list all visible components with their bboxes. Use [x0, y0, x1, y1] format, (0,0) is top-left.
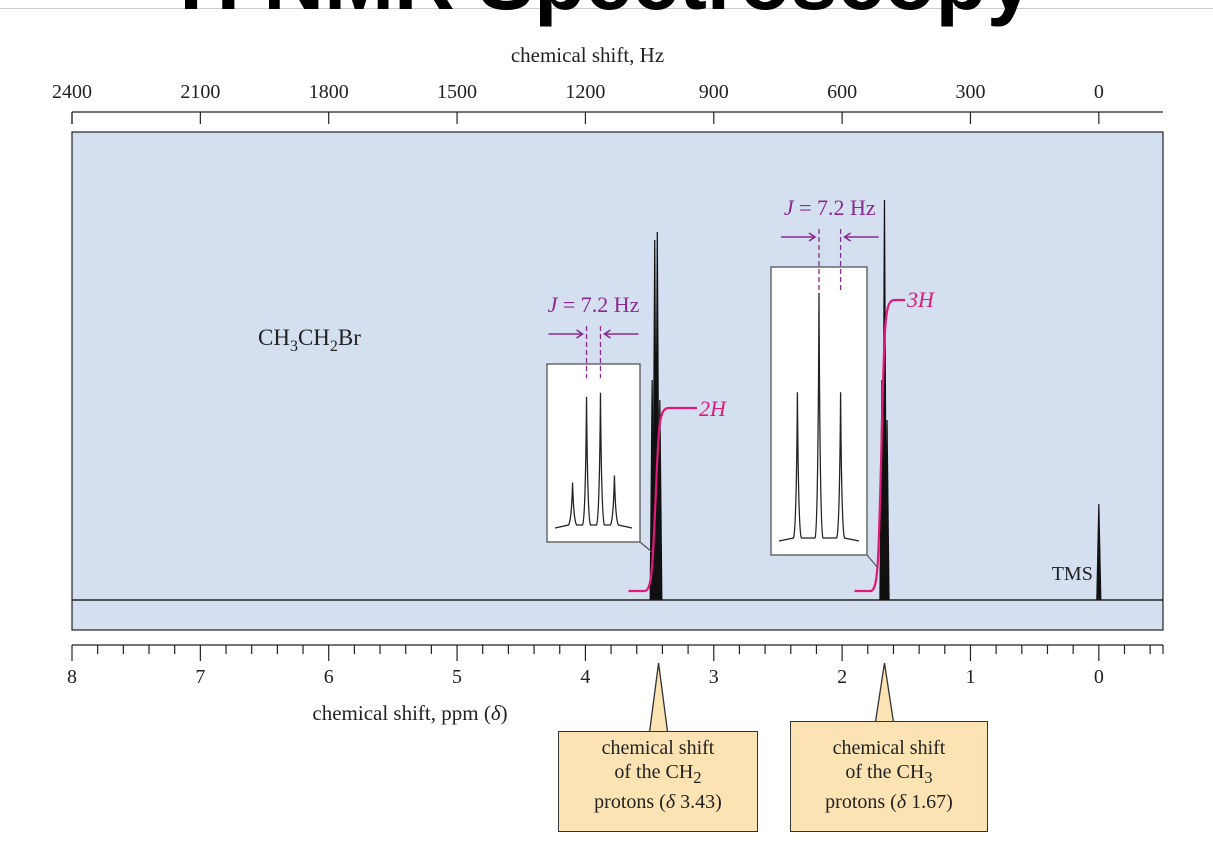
callout-ch3-line3-value: 1.67) — [906, 791, 953, 813]
bottom-tick-label: 6 — [324, 666, 334, 688]
integral-curve-ch3 — [854, 298, 905, 593]
callout-ch3-delta-symbol: δ — [896, 791, 907, 813]
top-tick-label: 2100 — [180, 81, 220, 103]
formula-part: CH — [298, 325, 330, 350]
callout-pointer-ch2 — [648, 662, 669, 733]
formula-subscript: 3 — [290, 338, 298, 355]
top-tick-label: 300 — [955, 81, 985, 103]
callout-ch2-line2: of the CH2 — [559, 760, 757, 790]
bottom-axis-label: chemical shift, ppm (δ) — [312, 701, 507, 725]
inset-leader-ch3 — [866, 554, 879, 569]
coupling-constant-symbol: J — [784, 195, 795, 220]
coupling-constant-value: = 7.2 Hz — [557, 292, 639, 317]
top-tick-label: 1800 — [309, 81, 349, 103]
bottom-axis-label-prefix: chemical shift, ppm ( — [312, 701, 490, 725]
inset-box-ch2 — [546, 363, 641, 543]
coupling-constant-value: = 7.2 Hz — [794, 195, 876, 220]
bottom-axis-label-suffix: ) — [501, 701, 508, 725]
bottom-tick-label: 1 — [965, 666, 975, 688]
spectrum-peak-tms — [1096, 503, 1102, 601]
callout-ch3-line2-text: of the CH — [845, 761, 925, 783]
integral-label-ch2: 2H — [699, 396, 727, 421]
formula-part: CH — [258, 325, 290, 350]
bottom-tick-label: 7 — [195, 666, 205, 688]
callout-ch3-line1: chemical shift — [832, 737, 946, 759]
top-tick-label: 1500 — [437, 81, 477, 103]
callout-ch2-delta-symbol: δ — [665, 791, 676, 813]
tms-label: TMS — [1052, 563, 1093, 585]
callout-ch2-line2-sub: 2 — [693, 768, 702, 787]
integral-label-ch3: 3H — [906, 287, 935, 312]
callout-ch3-line2: of the CH3 — [791, 760, 987, 790]
callout-ch2-line3: protons (δ 3.43) — [559, 790, 757, 814]
coupling-constant-symbol: J — [548, 292, 559, 317]
bottom-tick-label: 8 — [67, 666, 77, 688]
top-tick-label: 0 — [1094, 81, 1104, 103]
coupling-arrow-right-ch3 — [843, 232, 879, 242]
bottom-tick-label: 5 — [452, 666, 462, 688]
callout-ch3-line2-sub: 3 — [924, 768, 933, 787]
callout-ch2-shift: chemical shift of the CH2 protons (δ 3.4… — [558, 731, 758, 832]
bottom-tick-label: 3 — [709, 666, 719, 688]
bottom-tick-label: 0 — [1094, 666, 1104, 688]
delta-symbol: δ — [491, 701, 502, 725]
coupling-arrow-left-ch2 — [548, 329, 584, 339]
top-tick-label: 900 — [699, 81, 729, 103]
callout-ch3-line3-prefix: protons ( — [825, 791, 897, 813]
formula-subscript: 2 — [330, 338, 338, 355]
callout-pointer-ch3 — [874, 662, 895, 723]
inset-multiplet-ch2 — [554, 392, 633, 529]
formula-part: Br — [338, 325, 361, 350]
coupling-arrow-left-ch3 — [781, 232, 817, 242]
top-tick-label: 2400 — [52, 81, 92, 103]
bottom-tick-label: 4 — [580, 666, 590, 688]
inset-leader-ch2 — [639, 541, 653, 553]
header-title: H NMR Spectroscopy — [0, 0, 1213, 22]
compound-formula: CH3CH2Br — [258, 325, 361, 355]
spectrum-peak-ch2 — [657, 399, 663, 601]
callout-ch2-line3-value: 3.43) — [675, 791, 722, 813]
top-divider — [0, 8, 1213, 9]
callout-ch2-line2-text: of the CH — [614, 761, 694, 783]
callout-ch3-shift: chemical shift of the CH3 protons (δ 1.6… — [790, 721, 988, 832]
inset-multiplet-ch3 — [778, 292, 860, 542]
callout-ch2-line3-prefix: protons ( — [594, 791, 666, 813]
bottom-tick-label: 2 — [837, 666, 847, 688]
callout-ch2-line1: chemical shift — [601, 737, 715, 759]
top-axis-label: chemical shift, Hz — [511, 43, 664, 67]
callout-ch3-line3: protons (δ 1.67) — [791, 790, 987, 814]
integral-curve-ch2 — [628, 406, 697, 593]
coupling-label-ch2: J = 7.2 Hz — [548, 292, 640, 317]
coupling-arrow-right-ch2 — [603, 329, 639, 339]
coupling-label-ch3: J = 7.2 Hz — [784, 195, 876, 220]
spectrum-peak-ch3 — [884, 419, 890, 601]
spectrum-peak-ch3 — [881, 199, 888, 601]
top-tick-label: 600 — [827, 81, 857, 103]
top-tick-label: 1200 — [565, 81, 605, 103]
